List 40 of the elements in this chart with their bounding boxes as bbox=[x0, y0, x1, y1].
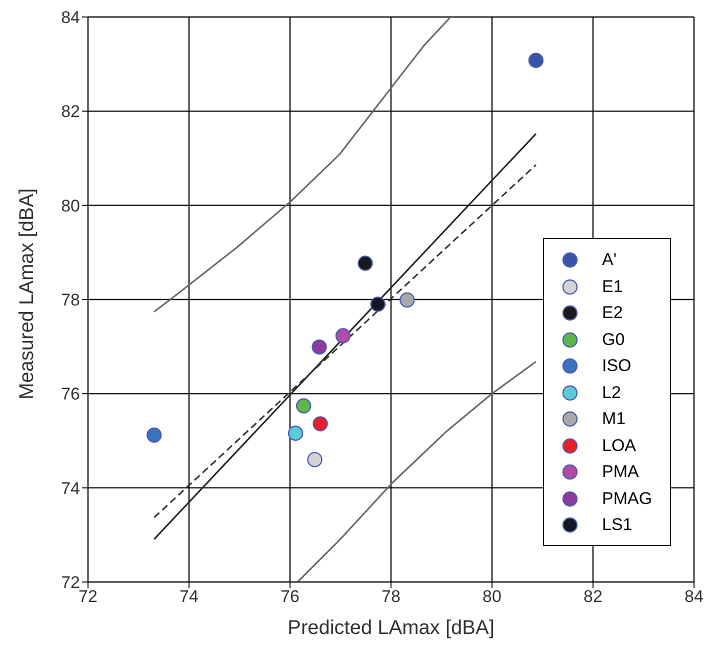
point bbox=[146, 428, 162, 443]
point bbox=[400, 292, 415, 308]
point bbox=[307, 452, 322, 468]
legend-label: LS1 bbox=[602, 515, 632, 536]
x-tick-label: 82 bbox=[584, 587, 602, 606]
y-tick-label: 80 bbox=[61, 196, 80, 216]
point bbox=[358, 256, 373, 271]
point bbox=[288, 426, 304, 441]
y-axis-title: Measured LAmax [dBA] bbox=[16, 188, 38, 400]
x-tick-label: 72 bbox=[78, 587, 98, 606]
x-axis-title: Predicted LAmax [dBA] bbox=[288, 617, 494, 639]
x-tick-label: 74 bbox=[180, 587, 198, 606]
point bbox=[296, 398, 312, 414]
legend-label: M1 bbox=[602, 409, 626, 430]
legend-label: LOA bbox=[602, 436, 636, 456]
x-tick-label: 84 bbox=[684, 587, 704, 606]
legend-label: L2 bbox=[602, 382, 621, 403]
point bbox=[528, 52, 544, 68]
x-tick-label: 78 bbox=[382, 587, 400, 606]
y-tick-label: 82 bbox=[61, 102, 80, 122]
point bbox=[370, 296, 386, 312]
y-tick-label: 76 bbox=[61, 384, 80, 404]
point bbox=[312, 339, 327, 355]
x-tick-label: 76 bbox=[280, 587, 300, 606]
legend-label: ISO bbox=[602, 356, 632, 376]
legend-label: G0 bbox=[602, 330, 625, 350]
legend-label: PMAG bbox=[602, 488, 652, 509]
y-tick-label: 72 bbox=[61, 573, 80, 592]
line-series bbox=[296, 360, 537, 582]
x-tick-label: 80 bbox=[482, 587, 502, 606]
y-tick-label: 84 bbox=[61, 8, 80, 28]
y-tick-label: 74 bbox=[61, 478, 80, 498]
line-series bbox=[153, 17, 452, 313]
y-tick-label: 78 bbox=[61, 290, 80, 310]
legend-label: A' bbox=[602, 250, 617, 270]
legend-label: E2 bbox=[602, 303, 623, 324]
legend-label: E1 bbox=[602, 276, 623, 297]
point bbox=[335, 328, 351, 344]
point bbox=[312, 416, 328, 432]
legend-label: PMA bbox=[602, 462, 639, 482]
